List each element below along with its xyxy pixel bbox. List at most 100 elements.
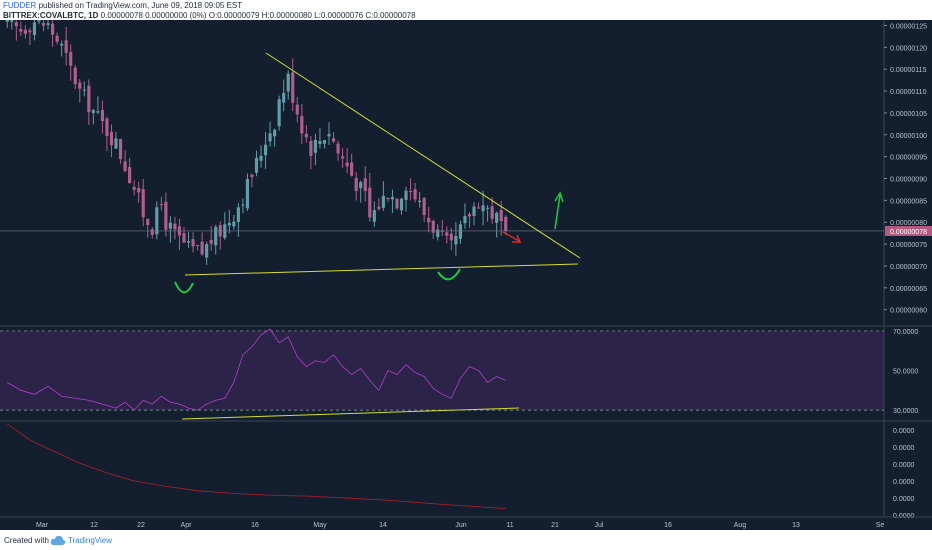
tradingview-brand[interactable]: TradingView: [68, 536, 113, 545]
chart-background: [0, 20, 932, 530]
candle-body: [78, 82, 82, 89]
time-tick-label: Aug: [734, 522, 747, 529]
candle-body: [41, 22, 46, 26]
candle-body: [259, 155, 263, 161]
published-text: published on TradingView.com, June 09, 2…: [38, 1, 243, 10]
triangle-lower-trendline: [184, 263, 579, 276]
candle-body: [209, 239, 213, 244]
candle-body: [486, 207, 490, 209]
candle-body: [431, 220, 435, 233]
candle-body: [141, 189, 145, 218]
candle-body: [146, 218, 150, 225]
indicator-tick-label: 0.0000: [893, 445, 915, 452]
candle-body: [291, 72, 295, 103]
candle-body: [245, 178, 250, 209]
candle-body: [114, 138, 118, 149]
candle-body: [490, 206, 494, 219]
candle-body: [5, 20, 9, 22]
candle-body: [64, 40, 68, 53]
candle-body: [14, 22, 18, 27]
indicator-tick-label: 0.0000: [893, 462, 915, 469]
breakdown-arrow-shaft: [502, 231, 520, 242]
rsi-tick-label: 50.0000: [893, 369, 918, 376]
price-tick-label: 0.00000100: [890, 133, 927, 140]
time-tick-label: Apr: [181, 522, 193, 529]
rsi-band: [0, 330, 884, 411]
candle-body: [454, 235, 458, 245]
candle-body: [10, 20, 14, 22]
time-tick-label: 16: [664, 522, 672, 529]
price-tick-label: 0.00000105: [890, 111, 927, 118]
chart-area[interactable]: 0.00000125 0.00000120 0.00000115 0.00000110…: [0, 20, 932, 530]
rsi-layer: 70.0000 50.0000 30.0000: [0, 328, 918, 415]
price-tick-label: 0.00000125: [890, 23, 927, 30]
price-tick-label: 0.00000110: [890, 89, 927, 96]
candle-body: [322, 140, 327, 144]
rsi-trendline: [181, 407, 520, 420]
candle-body: [241, 204, 245, 206]
candle-body: [481, 205, 485, 212]
price-axis: 0.00000125 0.00000120 0.00000115 0.00000110…: [0, 20, 932, 517]
candle-body: [100, 109, 105, 122]
time-tick-label: 12: [90, 522, 98, 529]
candle-body: [236, 207, 240, 222]
candle-body: [413, 189, 417, 200]
candle-body: [263, 144, 268, 156]
price-tick-label: 0.00000080: [890, 220, 927, 227]
candle-body: [427, 217, 431, 223]
candle-body: [164, 201, 168, 230]
candle-body: [60, 43, 64, 46]
candle-body: [463, 216, 467, 224]
candle-body: [449, 233, 453, 241]
candle-body: [445, 232, 449, 236]
candle-body: [37, 20, 41, 22]
candle-body: [200, 241, 204, 255]
bottom-curve-left: [174, 281, 194, 294]
breakout-arrow-head: [554, 191, 564, 203]
candle-body: [214, 226, 218, 246]
candle-body: [354, 177, 358, 191]
time-tick-label: May: [313, 522, 327, 529]
candle-body: [227, 222, 231, 226]
candle-body: [309, 140, 313, 157]
indicator-tick-label: 0.0000: [893, 496, 915, 503]
chart-header: FUDDER published on TradingView.com, Jun…: [0, 0, 932, 20]
time-tick-label: Jul: [595, 522, 604, 529]
rsi-tick-label: 30.0000: [893, 408, 918, 415]
time-tick-label: Jun: [455, 522, 466, 529]
price-tick-label: 0.00000085: [890, 198, 927, 205]
breakout-arrow-shaft: [554, 194, 561, 230]
price-tick-label: 0.00000095: [890, 155, 927, 162]
candle-body: [137, 188, 141, 193]
candle-body: [381, 195, 385, 208]
time-tick-label: 13: [792, 522, 800, 529]
price-tick-label: 0.00000120: [890, 45, 927, 52]
created-with-label: Created with: [4, 536, 49, 545]
candle-body: [109, 131, 114, 146]
tradingview-cloud-icon: [50, 535, 66, 545]
candle-body: [336, 143, 340, 154]
candle-body: [28, 30, 32, 33]
time-tick-label: 21: [551, 522, 559, 529]
candle-body: [313, 139, 317, 153]
candle-body: [386, 197, 390, 200]
candle-body: [331, 138, 336, 142]
candle-body: [96, 111, 100, 113]
candle-body: [205, 244, 209, 258]
author-link[interactable]: FUDDER: [3, 1, 37, 10]
candle-body: [390, 196, 395, 200]
time-tick-label: 11: [506, 522, 513, 529]
indicator-tick-label: 0.0000: [893, 479, 915, 486]
candle-body: [46, 23, 50, 25]
time-axis: Mar 12 22 Apr 16 May 14 Jun 11 21 Jul 16 Aug 13 Se: [0, 516, 932, 529]
candle-body: [476, 207, 481, 209]
time-tick-label: 22: [137, 522, 145, 529]
candle-body: [273, 129, 277, 137]
candle-body: [304, 133, 308, 138]
time-tick-label: Se: [876, 522, 885, 529]
candle-body: [350, 162, 354, 176]
price-tick-label: 0.00000070: [890, 264, 927, 271]
candle-body: [254, 157, 259, 173]
breakdown-arrow-head: [512, 234, 522, 243]
